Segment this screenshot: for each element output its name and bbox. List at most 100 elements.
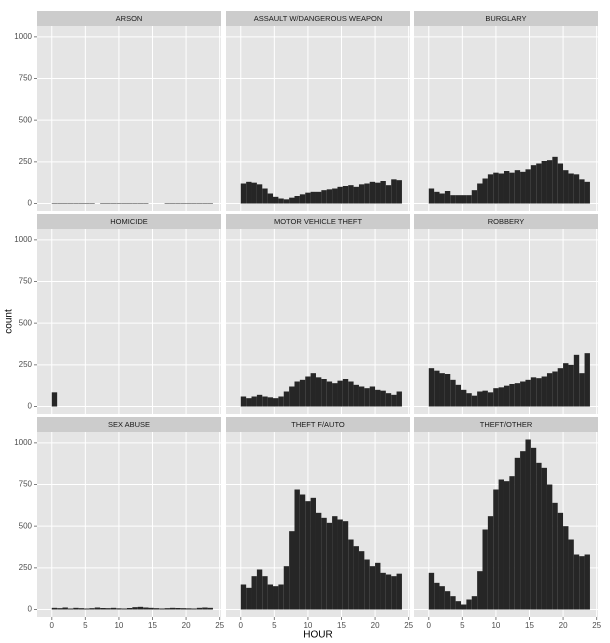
bar — [348, 185, 354, 204]
bar — [283, 199, 290, 204]
bar — [116, 608, 122, 610]
bar — [477, 183, 483, 204]
bar — [78, 203, 85, 204]
bar — [546, 160, 553, 204]
x-tick-label: 5 — [460, 621, 465, 630]
bar — [283, 391, 290, 407]
bar — [428, 368, 435, 407]
bar — [132, 607, 138, 610]
bar — [358, 551, 365, 610]
bar — [455, 195, 462, 204]
bar — [450, 195, 456, 204]
bar — [450, 379, 456, 407]
bar — [391, 576, 397, 610]
bar — [326, 381, 333, 407]
bar — [552, 371, 558, 407]
bar — [256, 569, 263, 610]
bar — [321, 190, 327, 204]
bar — [541, 376, 547, 407]
x-tick-label: 15 — [148, 621, 157, 630]
bar — [84, 203, 90, 204]
bar — [78, 608, 85, 610]
bar — [525, 169, 531, 204]
bar — [175, 203, 181, 204]
bar — [186, 608, 192, 610]
bar — [525, 379, 531, 407]
bar — [385, 393, 392, 407]
bar — [461, 389, 467, 407]
bar — [471, 190, 478, 204]
bar — [584, 353, 590, 407]
bar — [153, 608, 160, 610]
bar — [191, 203, 197, 204]
bar — [310, 497, 316, 610]
bar — [62, 607, 68, 610]
x-tick-label: 0 — [239, 621, 244, 630]
bar — [342, 186, 349, 204]
bar — [315, 377, 322, 407]
panel-title: HOMICIDE — [110, 217, 148, 226]
bar — [196, 203, 203, 204]
bar — [89, 608, 95, 610]
strip — [414, 11, 598, 26]
bar — [391, 394, 397, 407]
bar — [471, 395, 478, 407]
bar — [514, 170, 521, 204]
bar — [450, 596, 456, 610]
bar — [557, 512, 564, 610]
bar — [482, 529, 488, 610]
bar — [520, 171, 526, 204]
bar — [278, 584, 284, 610]
y-axis-label: count — [4, 309, 15, 334]
bar — [487, 392, 494, 407]
bar — [126, 203, 133, 204]
bar — [375, 562, 381, 610]
bar — [396, 180, 402, 204]
bar — [256, 184, 263, 204]
bar — [342, 521, 349, 610]
bar — [110, 607, 117, 610]
bar — [579, 179, 585, 204]
bar — [369, 181, 376, 204]
bar — [573, 354, 580, 407]
bar — [530, 377, 537, 407]
bar — [267, 397, 274, 407]
x-axis-label: HOUR — [303, 630, 332, 641]
bar — [169, 203, 176, 204]
bar — [396, 573, 402, 610]
bar — [520, 451, 526, 610]
y-tick-label: 250 — [19, 360, 33, 369]
bar — [557, 368, 564, 407]
bar — [315, 512, 322, 610]
bar — [278, 396, 284, 407]
bar — [51, 203, 58, 204]
bar — [509, 476, 515, 610]
bar — [348, 539, 354, 610]
bar — [202, 203, 208, 204]
strip — [37, 214, 221, 229]
bar — [137, 203, 144, 204]
bar — [180, 203, 187, 204]
y-tick-label: 0 — [28, 402, 33, 411]
bar — [466, 195, 472, 204]
y-tick-label: 750 — [19, 480, 33, 489]
bar — [51, 392, 58, 407]
bar — [337, 519, 343, 610]
bar — [541, 467, 547, 610]
bar — [57, 608, 63, 610]
bar — [89, 203, 95, 204]
bar — [380, 572, 386, 610]
y-tick-label: 1000 — [14, 438, 32, 447]
bar — [148, 607, 154, 610]
panel-background — [37, 432, 221, 617]
bar — [246, 181, 252, 204]
x-tick-label: 10 — [303, 621, 312, 630]
bar — [487, 174, 494, 204]
bar — [251, 182, 257, 204]
bar — [503, 481, 510, 610]
bar — [67, 608, 74, 610]
x-tick-label: 0 — [50, 621, 55, 630]
bar — [73, 607, 79, 610]
bar — [487, 516, 494, 610]
strip — [226, 11, 410, 26]
